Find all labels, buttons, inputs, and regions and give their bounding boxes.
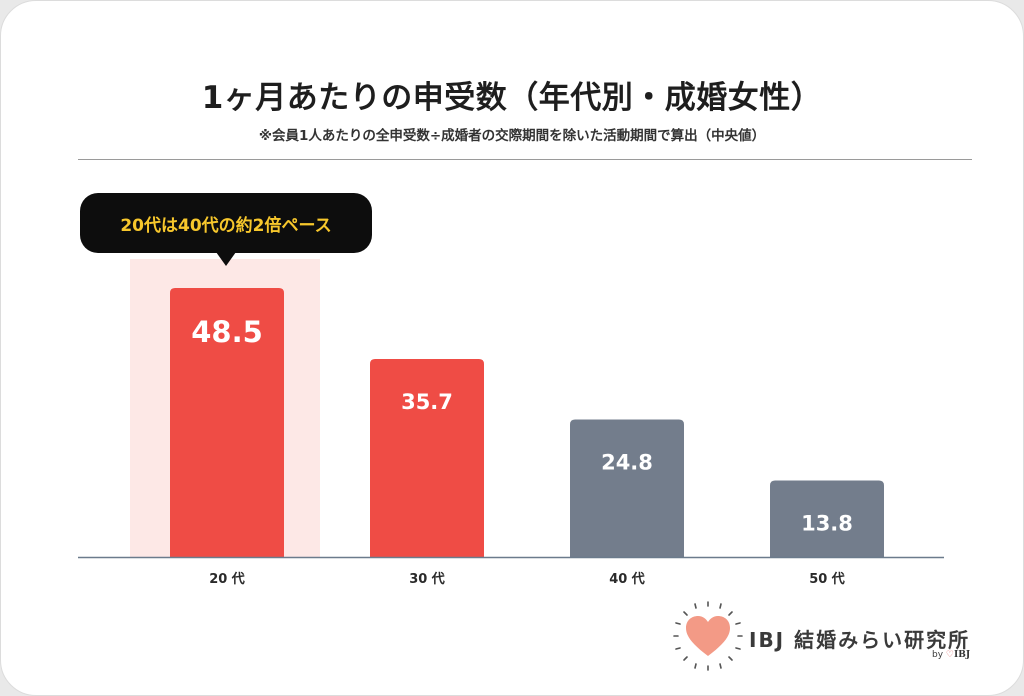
bar-value-label-4: 13.8 [801,511,853,535]
chart-subtitle: ※会員1人あたりの全申受数÷成婚者の交際期間を除いた活動期間で算出（中央値） [258,128,766,144]
heart-icon [686,616,730,656]
x-tick-label-1: 20 代 [209,571,245,587]
callout-tail [216,252,236,266]
bar-value-label-1: 48.5 [191,315,263,349]
x-tick-label-3: 40 代 [609,571,645,587]
bar-1 [170,288,284,557]
bar-value-label-3: 24.8 [601,450,653,474]
x-tick-label-4: 50 代 [809,571,845,587]
sunburst-icon [673,601,743,671]
bar-3 [570,419,684,557]
callout-text: 20代は40代の約2倍ペース [120,215,332,236]
title-divider [78,159,972,160]
callout-bubble: 20代は40代の約2倍ペース [80,193,372,253]
bar-4 [770,480,884,557]
ibj-logo [673,601,743,671]
bar-2 [370,358,484,557]
x-tick-label-2: 30 代 [409,571,445,587]
logo-by-line: by ♡IBJ [932,650,971,660]
chart-title: 1ヶ月あたりの申受数（年代別・成婚女性） [201,80,823,116]
logo-text: IBJ 結婚みらい研究所 [749,628,971,652]
logo-by-brand: IBJ [954,650,971,660]
logo-by-prefix: by [932,650,944,660]
bar-value-label-2: 35.7 [401,390,453,414]
